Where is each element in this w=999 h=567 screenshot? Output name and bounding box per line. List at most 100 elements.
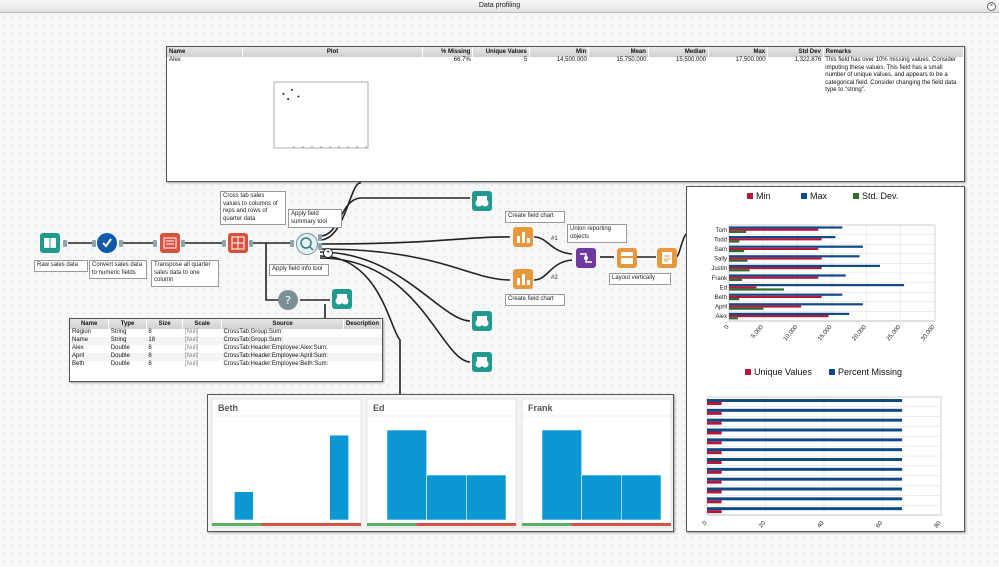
bar: [729, 250, 745, 253]
output-anchor[interactable]: [318, 234, 322, 241]
bar: [729, 305, 802, 308]
cell-min: 14,500.000: [556, 57, 587, 63]
output-anchor[interactable]: [63, 240, 67, 247]
scatter-plot: [273, 81, 369, 149]
field-info-cell: Name: [72, 337, 89, 343]
fi-col-size: Size: [146, 319, 184, 329]
field-info-cell: [Null]: [184, 329, 199, 335]
browse-tool-4[interactable]: [472, 352, 492, 372]
plus-icon[interactable]: +: [323, 248, 333, 258]
category-label: Ed: [720, 285, 727, 291]
bar: [729, 230, 747, 233]
bar: [729, 293, 843, 296]
bar: [707, 431, 722, 435]
fi-col-scale: Scale: [182, 319, 223, 329]
category-label: Beth: [715, 295, 727, 301]
x-tick-label: 40: [817, 520, 826, 529]
col-missing: % Missing: [422, 47, 474, 57]
bar: [707, 461, 722, 464]
transpose-icon: [163, 237, 177, 249]
field-summary-tool[interactable]: [296, 233, 318, 255]
field-info-cell: Double: [110, 353, 130, 359]
x-tick-label: 80: [934, 520, 943, 529]
plot-frame: [273, 81, 369, 149]
binoculars-icon: [475, 357, 489, 368]
select-tool[interactable]: [97, 233, 117, 253]
input-data-tool[interactable]: [40, 233, 60, 253]
bar: [707, 408, 903, 412]
browse-tool-2[interactable]: [332, 289, 352, 309]
field-info-cell: String: [110, 329, 127, 335]
output-anchor[interactable]: [181, 240, 185, 247]
field-info-row[interactable]: Beth Double 8 [Null] CrossTab:Header:Employe…: [70, 361, 382, 369]
field-info-cell: [Null]: [184, 361, 199, 367]
histogram-bar: [329, 434, 349, 521]
histogram-bar: [386, 429, 427, 521]
missing-indicator-missing: [416, 523, 516, 526]
profile-table: Name Plot % Missing Unique Values Min Me…: [167, 47, 965, 95]
field-info-body: Region String 8 [Null] CrossTab:Group:Sum: Na…: [70, 329, 382, 369]
connection-label-2: #2: [551, 275, 558, 281]
bar: [729, 288, 784, 291]
field-info-row[interactable]: Alex Double 8 [Null] CrossTab:Header:Employe…: [70, 345, 382, 353]
bar: [707, 451, 722, 455]
chart-tool-2[interactable]: [513, 269, 533, 289]
x-tick-label: 60: [875, 520, 884, 529]
missing-indicator-missing: [261, 523, 361, 526]
field-info-cell: CrossTab:Group:Sum:: [223, 337, 283, 343]
field-info-row[interactable]: Region String 8 [Null] CrossTab:Group:Sum:: [70, 329, 382, 337]
fi-col-type: Type: [108, 319, 147, 329]
output-anchor[interactable]: [318, 243, 322, 250]
col-plot: Plot: [242, 47, 424, 57]
field-info-tool[interactable]: ?: [278, 290, 298, 310]
chart-tool-1[interactable]: [513, 227, 533, 247]
x-tick-label: 0: [724, 324, 731, 331]
histogram-bar: [466, 474, 507, 521]
layout-icon: [621, 252, 633, 264]
category-label: Tom: [716, 228, 727, 234]
layout-tool[interactable]: [617, 248, 637, 268]
browse-tool-1[interactable]: [472, 191, 492, 211]
x-tick-label: 30,000: [920, 324, 937, 342]
x-tick-label: 25,000: [886, 324, 903, 342]
output-anchor[interactable]: [119, 240, 123, 247]
field-info-cell: CrossTab:Header:Employee:Beth:Sum:: [223, 361, 329, 367]
close-button[interactable]: ×: [987, 2, 996, 11]
bar: [707, 402, 722, 405]
field-info-row[interactable]: April Double 8 [Null] CrossTab:Header:Employ…: [70, 353, 382, 361]
field-info-cell: 18: [148, 337, 156, 343]
input-anchor[interactable]: [153, 240, 157, 247]
union-icon: [580, 253, 592, 263]
input-anchor[interactable]: [92, 240, 96, 247]
bar: [729, 317, 738, 320]
col-median: Median: [648, 47, 709, 57]
crosstab-tool[interactable]: [228, 233, 248, 253]
render-tool[interactable]: [657, 248, 677, 268]
unique-missing-chart: Unique Values Percent Missing 0 20 40 60 80: [702, 367, 943, 529]
input-anchor[interactable]: [222, 240, 226, 247]
field-info-cell: 8: [148, 353, 152, 359]
output-anchor[interactable]: [249, 240, 253, 247]
fi-col-description: Description: [343, 319, 383, 329]
bar: [707, 411, 722, 415]
binoculars-icon: [475, 196, 489, 207]
bar: [729, 278, 743, 281]
category-label: Alex: [715, 314, 727, 320]
input-anchor[interactable]: [290, 240, 294, 247]
bar: [707, 418, 903, 422]
connection-label-1: #1: [551, 236, 558, 242]
bar: [729, 307, 764, 310]
union-tool[interactable]: [576, 248, 596, 268]
category-label: Sally: [714, 257, 727, 263]
col-mean: Mean: [588, 47, 649, 57]
bar: [729, 238, 822, 241]
bar: [729, 269, 750, 272]
browse-tool-3[interactable]: [472, 311, 492, 331]
transpose-tool[interactable]: [160, 233, 180, 253]
bar: [707, 490, 722, 494]
table-row[interactable]: Alex 66.7% 5 14,500.000 15,750.000 15,50…: [167, 57, 964, 95]
bar: [707, 477, 903, 481]
category-label: Sam: [715, 247, 727, 253]
field-info-row[interactable]: Name String 18 [Null] CrossTab:Group:Sum:: [70, 337, 382, 345]
field-info-cell: [Null]: [184, 345, 199, 351]
